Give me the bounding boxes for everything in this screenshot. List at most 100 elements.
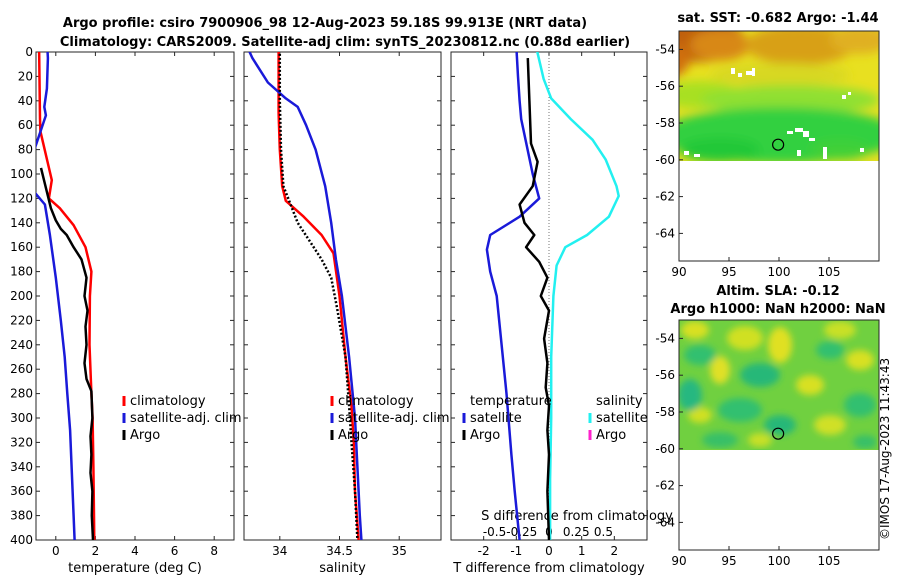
depth-tick-label: 220 (10, 313, 33, 327)
difference-temperature-legend-label: Argo (470, 428, 500, 443)
sst_map-ytick-label: -54 (655, 42, 675, 56)
temperature-series-satellite-adj-clim (36, 52, 76, 540)
sla-map-panel: 90 95 100 105 -54 -56 -58 -60 -62 -64 (655, 319, 880, 568)
depth-tick-label: 240 (10, 338, 33, 352)
difference-series-group (485, 52, 620, 540)
sla_map-ytick-label: -58 (655, 405, 675, 419)
salinity-legend-label: Argo (338, 428, 368, 443)
temperature-xlabel: temperature (deg C) (68, 561, 202, 576)
salinity-xtick-label: 34 (272, 544, 287, 558)
temperature-series-climatology (37, 52, 96, 540)
sst_map-ytick-label: -60 (655, 153, 675, 167)
sst-map-title: sat. SST: -0.682 Argo: -1.44 (677, 11, 878, 26)
temperature-legend-label: Argo (130, 428, 160, 443)
sst_map-ytick-label: -64 (655, 226, 675, 240)
salinity-series-group (248, 52, 363, 540)
salinity-panel: 34 34.5 35 salinity climatology satellite-adj… (243, 51, 450, 576)
depth-tick-label: 300 (10, 411, 33, 425)
sst-map-panel: 90 95 100 105 -54 -56 -58 -60 -62 -64 (655, 30, 880, 279)
s-difference-label: S difference from climatology (481, 509, 673, 524)
depth-tick-label: 140 (10, 216, 33, 230)
salinity-series-satellite-adj-clim (248, 52, 363, 540)
sla_map-xtick-label: 90 (671, 554, 686, 568)
timestamp-stamp: ©IMOS 17-Aug-2023 11:43:43 (878, 358, 892, 540)
s-xtick-label: -0.25 (506, 525, 537, 539)
salinity-series-climatology (277, 52, 360, 540)
difference-legend-temperature-header: temperature (470, 394, 552, 409)
difference-panel: -2 -1 0 1 2 T difference from climatology -0.5… (450, 51, 673, 576)
depth-tick-label: 400 (10, 533, 33, 547)
main-title-line2: Climatology: CARS2009. Satellite-adj cli… (60, 35, 630, 50)
difference-series-salinity-satellite (536, 52, 620, 540)
sla_map-xtick-label: 95 (721, 554, 736, 568)
sla_map-ytick-label: -60 (655, 442, 675, 456)
sla_map-xtick-label: 105 (818, 554, 841, 568)
depth-tick-label: 360 (10, 484, 33, 498)
main-title-line1: Argo profile: csiro 7900906_98 12-Aug-20… (63, 16, 587, 31)
sla-map-title-line2: Argo h1000: NaN h2000: NaN (670, 302, 885, 317)
depth-tick-label: 320 (10, 435, 33, 449)
sla_map-ytick-label: -62 (655, 479, 675, 493)
sst-map-field (679, 31, 879, 161)
temperature-xtick-label: 0 (52, 544, 60, 558)
difference-xtick-label: 2 (611, 544, 619, 558)
temperature-series-group (36, 52, 96, 540)
sst_map-xtick-label: 100 (768, 265, 791, 279)
depth-tick-label: 100 (10, 167, 33, 181)
temperature-axes-frame (35, 51, 235, 541)
difference-xtick-label: 1 (578, 544, 586, 558)
salinity-legend-label: satellite-adj. clim (338, 411, 450, 426)
difference-series-temperature-argo (518, 58, 551, 540)
sla_map-ytick-label: -64 (655, 515, 675, 529)
depth-tick-label: 40 (18, 94, 33, 108)
depth-tick-label: 280 (10, 387, 33, 401)
sst_map-argo-position-marker (772, 138, 785, 151)
temperature-xtick-label: 4 (131, 544, 139, 558)
difference-xlabel: T difference from climatology (452, 561, 645, 576)
sst_map-ytick-label: -58 (655, 116, 675, 130)
salinity-xlabel: salinity (319, 561, 366, 576)
difference-legend-salinity-header: salinity (596, 394, 643, 409)
temperature-series-argo (39, 167, 95, 540)
difference-series-temperature-satellite (485, 52, 541, 540)
sla_map-argo-position-marker (772, 427, 785, 440)
difference-xtick-label: -1 (510, 544, 522, 558)
s-xtick-label: -0.5 (483, 525, 506, 539)
s-xtick-label: 0.5 (594, 525, 613, 539)
salinity-xtick-label: 34.5 (326, 544, 353, 558)
temperature-legend-label: climatology (130, 394, 206, 409)
depth-tick-label: 180 (10, 265, 33, 279)
temperature-xtick-label: 6 (171, 544, 179, 558)
sla_map-xtick-label: 100 (768, 554, 791, 568)
sla_map-ytick-label: -54 (655, 331, 675, 345)
sst_map-ytick-label: -62 (655, 190, 675, 204)
salinity-series-argo (278, 52, 359, 540)
depth-tick-label: 80 (18, 143, 33, 157)
sla-map-title-line1: Altim. SLA: -0.12 (716, 284, 839, 299)
salinity-legend-label: climatology (338, 394, 414, 409)
sst_map-xtick-label: 95 (721, 265, 736, 279)
depth-tick-label: 200 (10, 289, 33, 303)
difference-xtick-label: -2 (478, 544, 490, 558)
sst_map-xtick-label: 105 (818, 265, 841, 279)
salinity-xtick-label: 35 (392, 544, 407, 558)
temperature-xtick-label: 2 (92, 544, 100, 558)
depth-tick-label: 380 (10, 509, 33, 523)
sla-map-field (679, 321, 877, 449)
difference-salinity-legend-label: satellite (596, 411, 648, 426)
sst_map-xtick-label: 90 (671, 265, 686, 279)
depth-tick-label: 340 (10, 460, 33, 474)
sst-map-missing-data (684, 68, 864, 159)
depth-tick-label: 260 (10, 362, 33, 376)
depth-tick-label: 0 (25, 45, 33, 59)
depth-tick-label: 160 (10, 240, 33, 254)
sla_map-ytick-label: -56 (655, 368, 675, 382)
difference-temperature-legend-label: satellite (470, 411, 522, 426)
sst_map-ytick-label: -56 (655, 79, 675, 93)
difference-salinity-legend-label: Argo (596, 428, 626, 443)
difference-xtick-label: 0 (545, 544, 553, 558)
temperature-xtick-label: 8 (210, 544, 218, 558)
depth-tick-label: 120 (10, 191, 33, 205)
depth-tick-label: 60 (18, 118, 33, 132)
